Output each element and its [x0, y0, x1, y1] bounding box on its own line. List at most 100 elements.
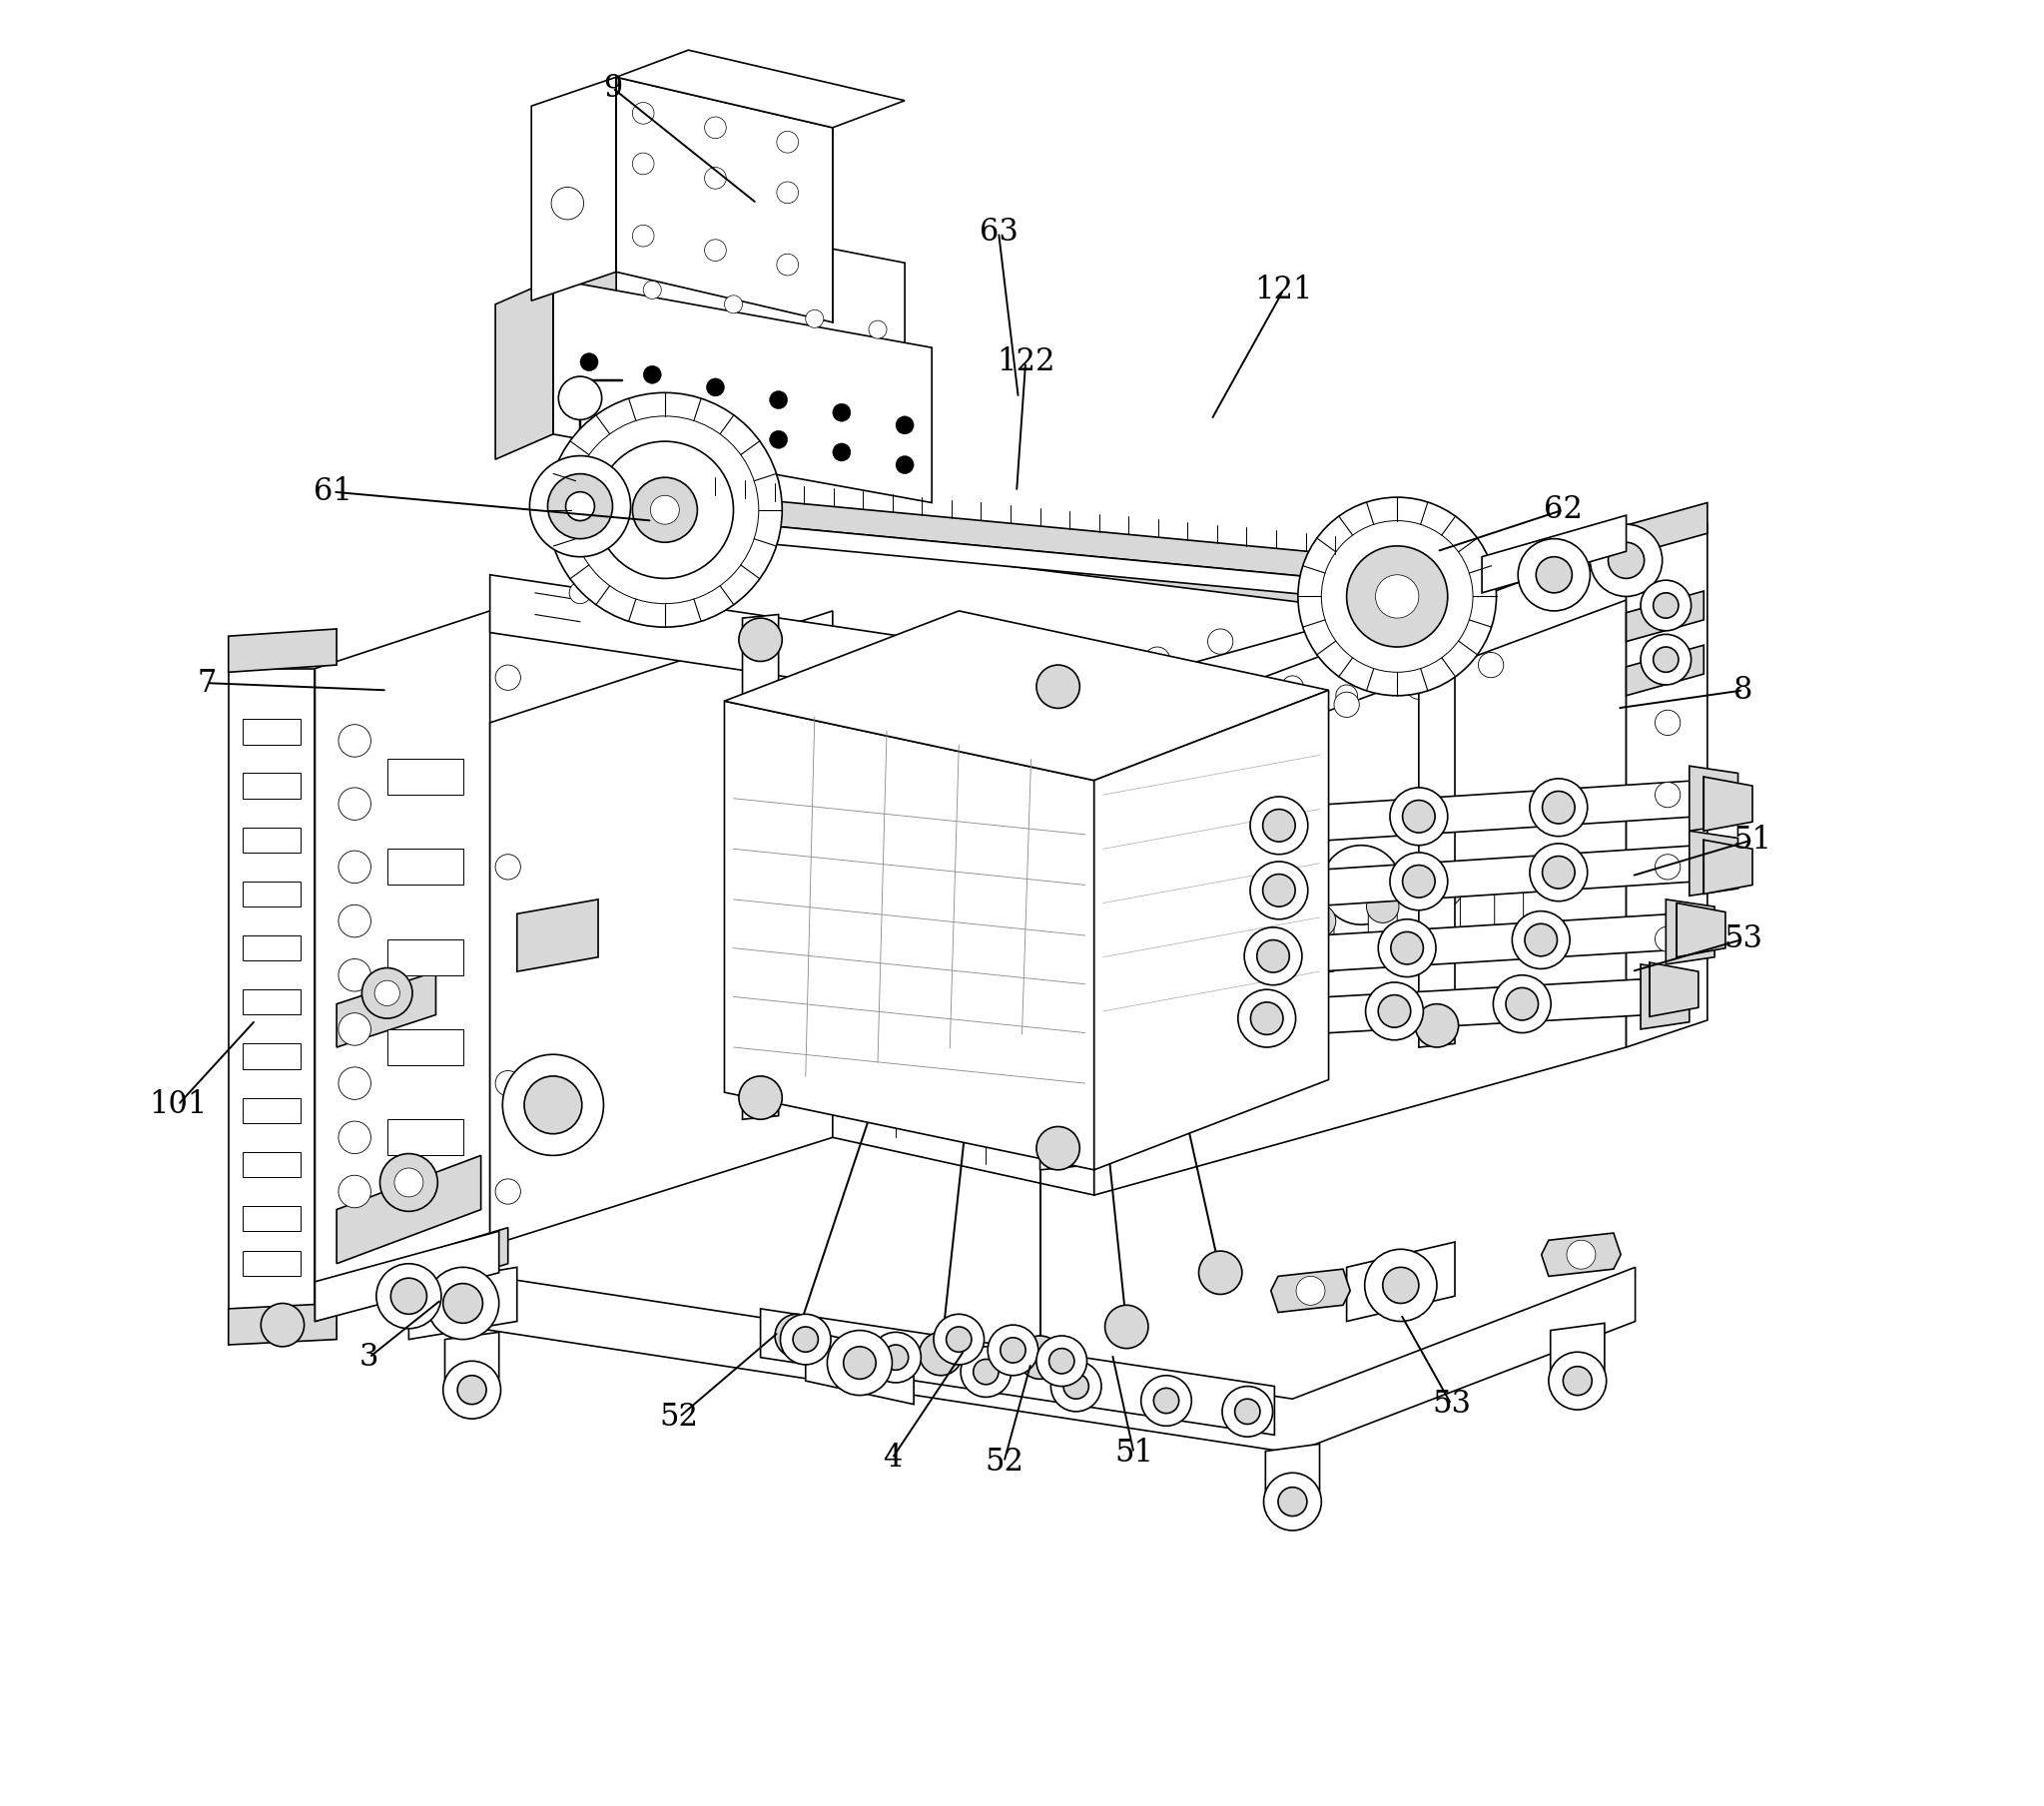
Circle shape [1296, 1277, 1325, 1306]
Polygon shape [337, 972, 435, 1047]
Circle shape [339, 1013, 370, 1046]
Polygon shape [1627, 645, 1705, 695]
Circle shape [632, 477, 697, 542]
Circle shape [374, 981, 401, 1006]
Circle shape [871, 1333, 922, 1383]
Polygon shape [409, 1268, 517, 1340]
Polygon shape [1641, 964, 1688, 1029]
Circle shape [1239, 990, 1296, 1047]
Polygon shape [229, 1304, 337, 1345]
Circle shape [1198, 1252, 1243, 1295]
Circle shape [769, 390, 787, 408]
Circle shape [1018, 1336, 1061, 1380]
Circle shape [1347, 545, 1447, 647]
Circle shape [883, 1345, 908, 1371]
Circle shape [495, 1179, 521, 1205]
Polygon shape [1541, 1233, 1621, 1277]
Circle shape [793, 1327, 818, 1353]
Polygon shape [1139, 979, 1650, 1044]
Circle shape [558, 376, 601, 419]
Circle shape [1145, 827, 1169, 852]
Circle shape [1656, 990, 1680, 1015]
Circle shape [724, 296, 742, 314]
Circle shape [1000, 1338, 1026, 1364]
Circle shape [1654, 647, 1678, 672]
Circle shape [570, 415, 758, 603]
Circle shape [1535, 556, 1572, 592]
Text: 9: 9 [603, 72, 621, 103]
Polygon shape [615, 208, 905, 376]
Circle shape [1656, 854, 1680, 880]
Circle shape [1513, 910, 1570, 968]
Text: 53: 53 [1431, 1389, 1472, 1420]
Circle shape [650, 495, 679, 524]
Circle shape [495, 665, 521, 690]
Circle shape [1365, 982, 1423, 1040]
Circle shape [1566, 1241, 1596, 1270]
Circle shape [707, 377, 724, 396]
Circle shape [805, 311, 824, 327]
Circle shape [1263, 874, 1296, 907]
Text: 4: 4 [883, 1443, 901, 1474]
Polygon shape [315, 1228, 509, 1322]
Polygon shape [1243, 936, 1271, 990]
Circle shape [920, 1333, 963, 1376]
Circle shape [1414, 1004, 1459, 1047]
Circle shape [777, 132, 799, 154]
Polygon shape [1094, 690, 1329, 1170]
Circle shape [705, 240, 726, 262]
Polygon shape [531, 78, 615, 302]
Circle shape [339, 905, 370, 937]
Circle shape [548, 473, 613, 538]
Circle shape [1245, 926, 1302, 984]
Circle shape [1506, 988, 1539, 1020]
Circle shape [644, 405, 662, 423]
Circle shape [1335, 692, 1359, 717]
Polygon shape [1367, 907, 1398, 961]
Circle shape [632, 226, 654, 247]
Circle shape [580, 352, 599, 370]
Circle shape [777, 255, 799, 276]
Circle shape [1298, 497, 1496, 695]
Circle shape [1263, 809, 1296, 842]
Circle shape [832, 403, 850, 421]
Circle shape [262, 1304, 305, 1347]
Circle shape [427, 1268, 499, 1340]
Circle shape [339, 787, 370, 820]
Circle shape [1478, 652, 1504, 677]
Circle shape [1153, 1389, 1179, 1414]
Polygon shape [1179, 948, 1208, 1002]
Circle shape [458, 1376, 486, 1405]
Polygon shape [1688, 766, 1737, 831]
Circle shape [1590, 524, 1662, 596]
Circle shape [1320, 520, 1474, 672]
Circle shape [380, 1154, 437, 1212]
Polygon shape [243, 936, 300, 961]
Circle shape [769, 430, 787, 448]
Polygon shape [1666, 899, 1715, 964]
Circle shape [632, 103, 654, 125]
Text: 62: 62 [1543, 495, 1582, 526]
Circle shape [1145, 647, 1169, 672]
Circle shape [775, 1315, 818, 1358]
Circle shape [1564, 1367, 1592, 1396]
Circle shape [1656, 782, 1680, 807]
Circle shape [781, 1315, 830, 1365]
Circle shape [934, 1315, 983, 1365]
Polygon shape [491, 610, 832, 1246]
Polygon shape [1705, 777, 1752, 831]
Circle shape [1519, 538, 1590, 610]
Polygon shape [243, 1252, 300, 1277]
Circle shape [705, 117, 726, 139]
Circle shape [495, 1071, 521, 1096]
Circle shape [1320, 845, 1400, 925]
Circle shape [1365, 1250, 1437, 1322]
Polygon shape [243, 719, 300, 744]
Circle shape [503, 1055, 603, 1156]
Circle shape [1063, 1374, 1089, 1400]
Circle shape [1543, 856, 1574, 889]
Circle shape [1222, 1387, 1273, 1438]
Circle shape [1443, 621, 1466, 643]
Circle shape [1304, 905, 1337, 937]
Polygon shape [386, 939, 462, 975]
